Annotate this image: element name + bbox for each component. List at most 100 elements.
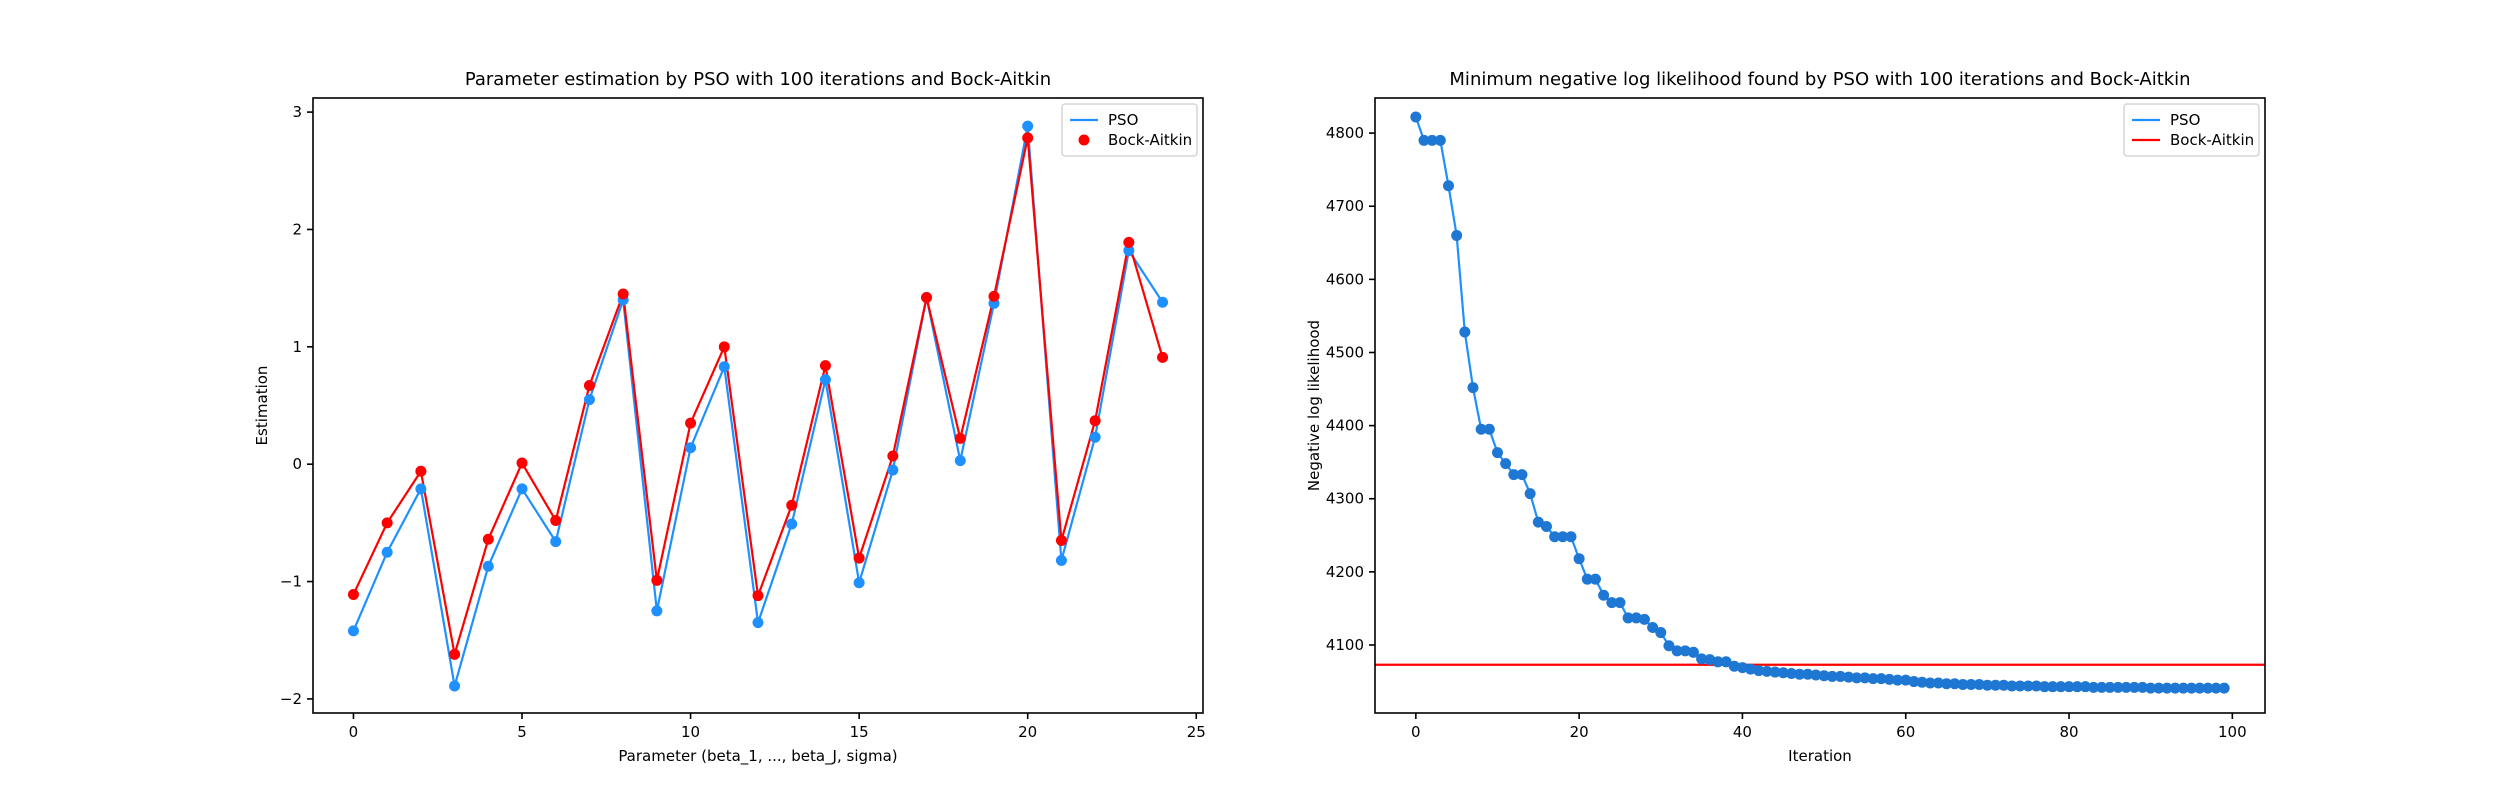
y-tick-label: 4700 <box>1326 197 1364 215</box>
series-pso-point <box>1655 627 1667 639</box>
series-bock-aitkin-point <box>550 515 562 527</box>
series-pso-point <box>2194 682 2206 694</box>
series-pso-point <box>1410 111 1422 123</box>
series-pso-point <box>954 455 966 467</box>
y-axis-label: Negative log likelihood <box>1305 320 1323 491</box>
series-pso-point <box>1981 679 1993 691</box>
x-tick-label: 10 <box>681 723 700 741</box>
series-pso-point <box>2096 681 2108 693</box>
series-pso-point <box>1671 645 1683 657</box>
series-pso-point <box>1875 673 1887 685</box>
series-pso-point <box>1932 677 1944 689</box>
series-pso-point <box>1557 531 1569 543</box>
series-pso-point <box>1055 554 1067 566</box>
series-bock-aitkin-point <box>954 432 966 444</box>
x-tick-label: 20 <box>1570 723 1589 741</box>
axes-frame <box>1374 97 2266 714</box>
series-bock-aitkin-point <box>381 517 393 529</box>
series-bock-aitkin-point <box>415 465 427 477</box>
series-pso-point <box>550 536 562 548</box>
series-pso-point <box>1426 134 1438 146</box>
series-pso-point <box>1908 676 1920 688</box>
series-pso-point <box>1810 669 1822 681</box>
series-pso-point <box>1696 653 1708 665</box>
series-pso-point <box>2210 682 2222 694</box>
series-pso-point <box>1451 229 1463 241</box>
series-bock-aitkin-point <box>651 574 663 586</box>
x-tick-label: 25 <box>1187 723 1206 741</box>
x-tick-label: 40 <box>1733 723 1752 741</box>
series-pso-point <box>1475 423 1487 435</box>
axes-frame <box>312 97 1204 714</box>
y-tick-label: 2 <box>292 220 302 238</box>
y-tick-label: 4500 <box>1326 343 1364 361</box>
y-tick-label: 1 <box>292 338 302 356</box>
series-bock-aitkin-point <box>685 417 697 429</box>
series-pso-point <box>1802 668 1814 680</box>
series-bock-aitkin-point <box>583 380 595 392</box>
series-bock-aitkin-line <box>352 137 1164 655</box>
series-pso-point <box>685 442 697 454</box>
series-pso-point <box>2202 682 2214 694</box>
series-pso-point <box>1630 612 1642 624</box>
series-pso-point <box>2104 681 2116 693</box>
series-bock-aitkin-point <box>516 457 528 469</box>
series-pso-point <box>1867 673 1879 685</box>
series-pso-point <box>1647 621 1659 633</box>
y-tick-label: 4300 <box>1326 490 1364 508</box>
series-pso-point <box>2177 682 2189 694</box>
x-tick-label: 100 <box>2218 723 2247 741</box>
series-pso-point <box>1573 553 1585 565</box>
series-pso-point <box>2145 682 2157 694</box>
x-tick-label: 0 <box>1411 723 1421 741</box>
series-pso-point <box>1123 245 1135 257</box>
series-pso-point <box>1598 589 1610 601</box>
chart-title: Minimum negative log likelihood found by… <box>1449 69 2190 90</box>
series-pso-point <box>583 394 595 406</box>
legend-box <box>1061 103 1198 157</box>
y-tick-label: 4800 <box>1326 124 1364 142</box>
series-pso-point <box>1679 645 1691 657</box>
series-pso-point <box>651 605 663 617</box>
y-axis-label: Estimation <box>253 366 271 446</box>
series-pso-point <box>2120 681 2132 693</box>
series-bock-aitkin-point <box>786 499 798 511</box>
y-tick-label: 4200 <box>1326 563 1364 581</box>
x-tick-label: 0 <box>349 723 359 741</box>
series-pso-point <box>1777 667 1789 679</box>
legend-label: PSO <box>1108 111 1138 129</box>
series-pso-point <box>2079 681 2091 693</box>
series-pso-point <box>1581 573 1593 585</box>
series-pso-point <box>347 625 359 637</box>
series-pso-point <box>819 374 831 386</box>
legend-label: Bock-Aitkin <box>1108 131 1192 149</box>
legend: PSO Bock-Aitkin <box>1061 103 1198 157</box>
x-tick-label: 20 <box>1018 723 1037 741</box>
series-pso-point <box>1965 678 1977 690</box>
series-pso-point <box>2006 680 2018 692</box>
series-pso-point <box>1949 678 1961 690</box>
legend-label: Bock-Aitkin <box>2170 131 2254 149</box>
series-pso-point <box>786 518 798 530</box>
series-pso-point <box>887 464 899 476</box>
series-pso-point <box>1785 668 1797 680</box>
series-bock-aitkin-point <box>887 450 899 462</box>
series-pso-point <box>2071 681 2083 693</box>
y-tick-label: 3 <box>292 103 302 121</box>
y-tick-label: 4400 <box>1326 417 1364 435</box>
series-pso-point <box>1753 665 1765 677</box>
series-pso-point <box>1941 678 1953 690</box>
series-pso-point <box>1022 120 1034 132</box>
series-pso-point <box>1826 670 1838 682</box>
y-tick-label: 0 <box>292 455 302 473</box>
series-pso-point <box>1769 666 1781 678</box>
series-pso-point <box>1998 679 2010 691</box>
series-pso-point <box>2186 682 2198 694</box>
series-pso-point <box>2153 682 2165 694</box>
series-pso-point <box>1418 134 1430 146</box>
series-pso-point <box>1500 458 1512 470</box>
series-pso-point <box>1916 676 1928 688</box>
x-axis-label: Iteration <box>1788 747 1852 765</box>
series-pso-point <box>1794 668 1806 680</box>
